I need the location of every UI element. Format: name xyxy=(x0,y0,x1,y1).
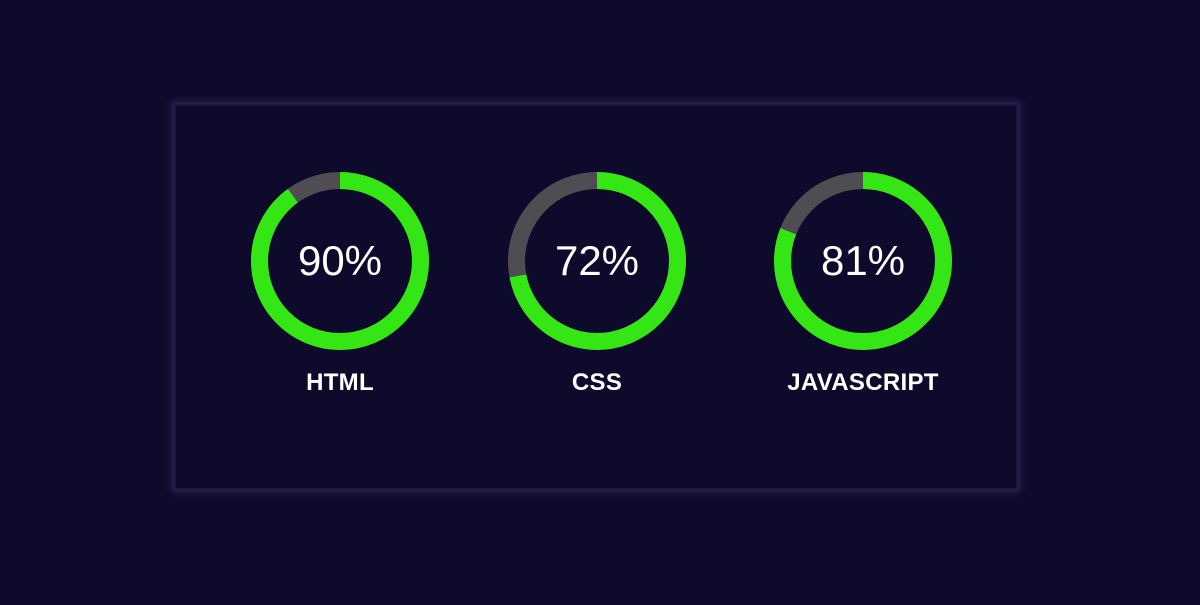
progress-ring-html xyxy=(251,172,429,350)
skills-card: 90% HTML 72% CSS 81% JAVASCRIPT xyxy=(174,104,1018,490)
skill-label: HTML xyxy=(306,369,374,396)
skill-css: 72% CSS xyxy=(502,106,692,492)
skill-javascript: 81% JAVASCRIPT xyxy=(768,106,958,492)
skill-label: CSS xyxy=(571,369,623,396)
ring-progress xyxy=(251,172,429,350)
skill-label: JAVASCRIPT xyxy=(787,369,939,396)
progress-ring-html-graphic xyxy=(251,172,429,350)
percent-value: 90% xyxy=(297,237,383,284)
skill-html: 90% HTML xyxy=(245,106,435,492)
progress-ring-css xyxy=(508,172,686,350)
progress-ring-javascript-graphic xyxy=(774,172,952,350)
percent-value: 72% xyxy=(554,237,640,284)
ring-progress xyxy=(774,172,952,350)
progress-ring-javascript xyxy=(774,172,952,350)
progress-ring-css-graphic xyxy=(508,172,686,350)
percent-value: 81% xyxy=(820,237,906,284)
ring-progress xyxy=(508,172,686,350)
